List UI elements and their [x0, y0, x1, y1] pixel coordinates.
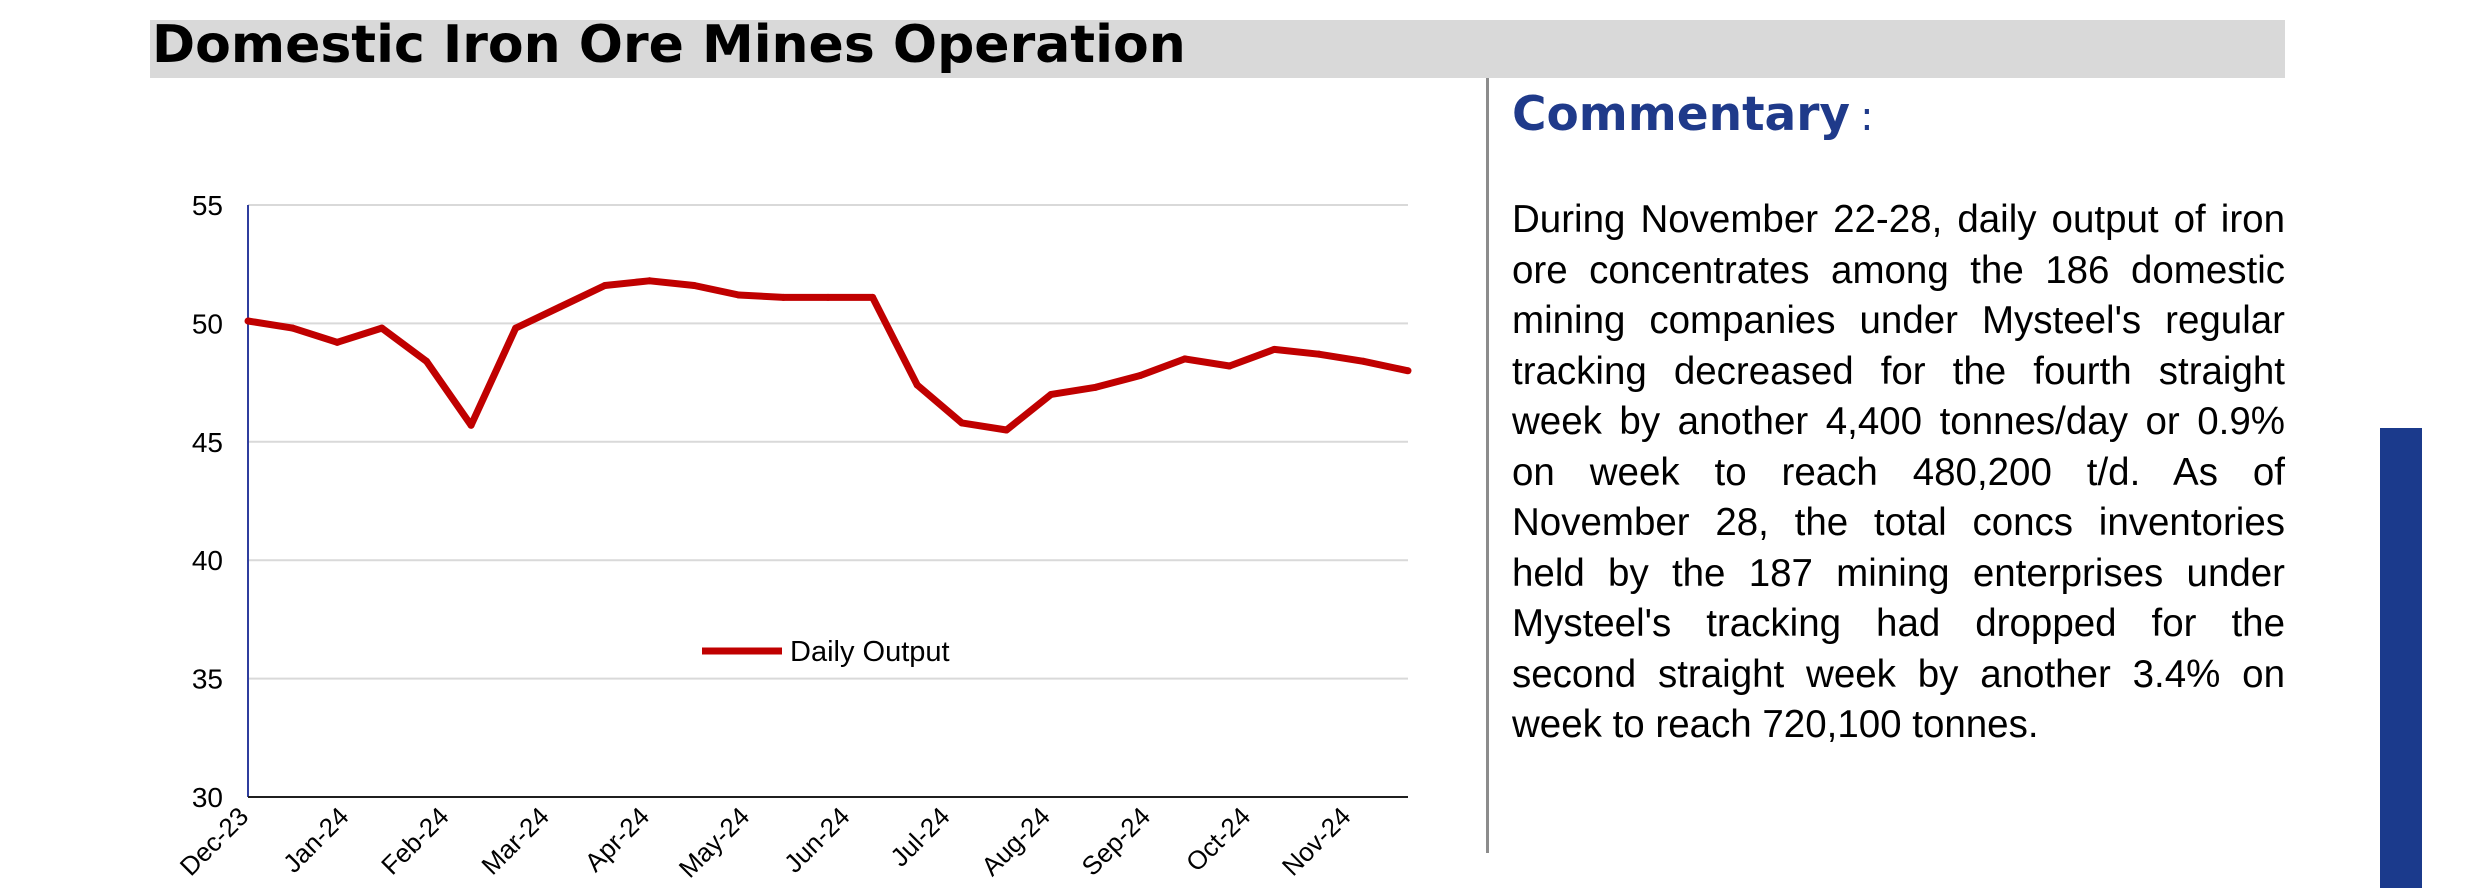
series-line-daily-output — [247, 277, 1409, 434]
data-point — [1404, 367, 1412, 375]
x-tick-label: May-24 — [673, 801, 756, 884]
data-point — [244, 317, 252, 325]
data-point — [690, 282, 698, 290]
data-point — [1181, 355, 1189, 363]
data-point — [467, 421, 475, 429]
y-tick-label: 55 — [192, 190, 223, 221]
x-tick-label: Jan-24 — [277, 801, 354, 878]
y-tick-label: 30 — [192, 782, 223, 813]
vertical-divider — [1486, 78, 1489, 853]
x-tick-label: Mar-24 — [475, 801, 554, 880]
data-point — [1092, 383, 1100, 391]
data-point — [1002, 426, 1010, 434]
data-point — [512, 324, 520, 332]
daily-output-line-chart: 55 50 45 40 35 30 Dec-23 Jan-24 Feb-24 Mar-24 Apr… — [174, 190, 1412, 884]
data-point — [824, 293, 832, 301]
x-tick-label: Apr-24 — [579, 801, 655, 877]
data-point — [1270, 345, 1278, 353]
chart-gridlines — [248, 204, 1408, 680]
x-axis-tick-labels: Dec-23 Jan-24 Feb-24 Mar-24 Apr-24 May-24 Jun-… — [174, 801, 1357, 884]
x-tick-label: Oct-24 — [1180, 801, 1256, 877]
x-tick-label: Aug-24 — [975, 801, 1055, 881]
x-tick-label: Feb-24 — [375, 801, 454, 880]
x-tick-label: Sep-24 — [1076, 801, 1156, 881]
data-point — [601, 282, 609, 290]
y-tick-label: 50 — [192, 308, 223, 339]
side-accent-bar — [2380, 428, 2422, 888]
data-point — [869, 293, 877, 301]
data-point — [779, 293, 787, 301]
x-tick-label: Jun-24 — [778, 801, 855, 878]
chart-legend: Daily Output — [702, 636, 950, 668]
y-axis-tick-labels: 55 50 45 40 35 30 — [192, 190, 223, 813]
commentary-title: Commentary — [1512, 87, 1851, 142]
title-bar — [150, 20, 2285, 78]
data-point — [958, 419, 966, 427]
y-tick-label: 45 — [192, 427, 223, 458]
data-point — [1226, 362, 1234, 370]
data-point — [1047, 390, 1055, 398]
data-point — [913, 381, 921, 389]
commentary-heading: Commentary: — [1512, 82, 1874, 150]
data-point — [422, 357, 430, 365]
legend-label: Daily Output — [790, 636, 950, 668]
page-title: Domestic Iron Ore Mines Operation — [152, 15, 1186, 75]
chart-series — [244, 277, 1412, 434]
data-point — [289, 324, 297, 332]
data-point — [556, 303, 564, 311]
commentary-colon: : — [1860, 94, 1874, 140]
data-point — [378, 324, 386, 332]
data-point — [1315, 350, 1323, 358]
data-point — [1136, 371, 1144, 379]
x-tick-label: Nov-24 — [1276, 801, 1356, 881]
data-point — [1359, 357, 1367, 365]
data-point — [735, 291, 743, 299]
commentary-body: During November 22-28, daily output of i… — [1512, 198, 2285, 746]
y-tick-label: 40 — [192, 545, 223, 576]
chart-axes — [247, 205, 1408, 798]
y-tick-label: 35 — [192, 664, 223, 695]
data-point — [333, 338, 341, 346]
x-tick-label: Dec-23 — [174, 801, 254, 881]
x-tick-label: Jul-24 — [884, 801, 955, 872]
data-point — [646, 277, 654, 285]
